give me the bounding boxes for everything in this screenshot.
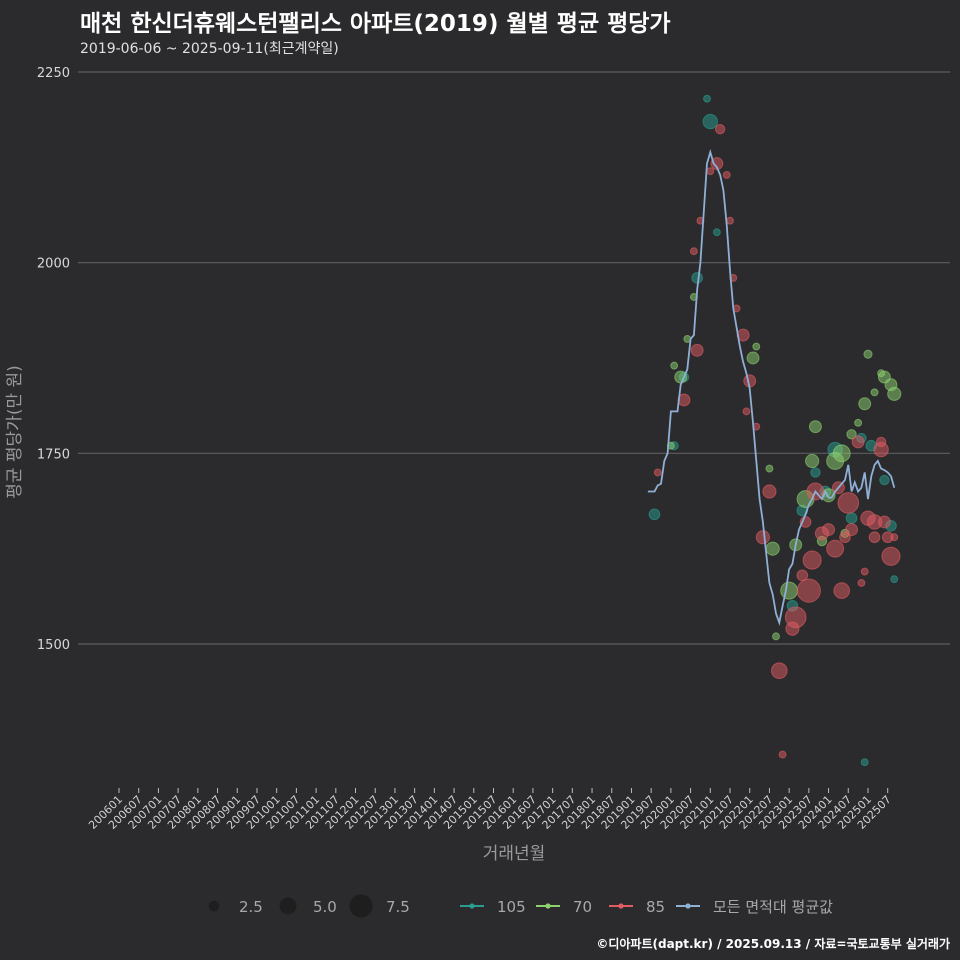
point-85 <box>890 533 899 542</box>
legend-series-dot <box>685 903 691 909</box>
point-85 <box>833 582 851 599</box>
point-105 <box>890 575 899 584</box>
legend-size-label: 2.5 <box>239 898 263 916</box>
data-points <box>648 94 902 767</box>
point-85 <box>762 484 777 499</box>
point-70 <box>746 351 760 365</box>
point-105 <box>648 508 661 521</box>
y-axis-labels: 1500 1750 2000 2250 <box>37 66 70 653</box>
point-85 <box>857 579 866 587</box>
legend-series-label: 85 <box>646 898 665 916</box>
x-axis-title: 거래년월 <box>483 844 546 864</box>
point-105 <box>860 758 869 767</box>
point-70 <box>863 349 873 359</box>
point-105 <box>703 94 711 103</box>
legend-size-key <box>279 897 297 915</box>
point-85 <box>742 407 751 416</box>
point-85 <box>755 530 770 545</box>
point-70 <box>670 361 679 370</box>
y-tick-label: 1750 <box>37 447 70 462</box>
point-70 <box>832 444 851 463</box>
point-85 <box>881 546 901 566</box>
point-105 <box>879 474 890 486</box>
point-70 <box>870 388 879 397</box>
point-105 <box>845 512 858 524</box>
legend-series-dot <box>469 903 475 909</box>
point-85 <box>860 567 869 576</box>
y-tick-label: 2000 <box>37 257 70 272</box>
point-85 <box>770 662 788 680</box>
point-85 <box>722 171 731 179</box>
point-70 <box>752 342 761 351</box>
average-line-layer <box>647 148 896 626</box>
point-85 <box>826 539 845 558</box>
point-85 <box>845 523 859 537</box>
point-105 <box>702 113 718 130</box>
legend-size-key <box>208 900 220 912</box>
y-tick-label: 2250 <box>37 66 70 81</box>
point-85 <box>726 216 734 225</box>
point-85 <box>778 750 787 759</box>
point-70 <box>846 429 857 440</box>
point-85 <box>802 550 822 570</box>
y-axis-title: 평균 평당가(만 원) <box>5 365 25 499</box>
point-105 <box>691 272 703 284</box>
point-70 <box>808 420 822 434</box>
point-70 <box>765 464 774 473</box>
point-85 <box>851 435 865 449</box>
chart-title: 매천 한신더휴웨스턴팰리스 아파트(2019) 월별 평균 평당가 <box>80 11 671 37</box>
point-85 <box>868 531 881 544</box>
point-85 <box>796 578 821 603</box>
point-70 <box>805 453 820 469</box>
legend: 2.5 5.0 7.5 105 70 85 모든 면적대 평균값 <box>208 894 833 918</box>
point-70 <box>858 397 872 411</box>
legend-size-key <box>349 894 373 918</box>
point-85 <box>689 247 698 256</box>
legend-series-dot <box>545 903 551 909</box>
legend-size-label: 5.0 <box>313 898 337 916</box>
point-70 <box>887 386 902 401</box>
legend-series-label: 105 <box>497 898 526 916</box>
chart-subtitle: 2019-06-06 ~ 2025-09-11(최근계약일) <box>80 41 339 57</box>
legend-size-label: 7.5 <box>386 898 410 916</box>
grid-layer <box>78 71 950 645</box>
point-85 <box>653 468 662 477</box>
legend-series-label: 모든 면적대 평균값 <box>713 898 833 916</box>
point-70 <box>765 541 780 556</box>
legend-series-label: 70 <box>573 898 592 916</box>
point-85 <box>784 606 807 629</box>
source-caption: ©디아파트(dapt.kr) / 2025.09.13 / 자료=국토교통부 실… <box>596 937 950 951</box>
point-70 <box>854 418 863 427</box>
y-tick-label: 1500 <box>37 638 70 653</box>
point-85 <box>837 492 860 514</box>
point-105 <box>810 467 821 478</box>
legend-series-dot <box>618 903 624 909</box>
point-85 <box>877 515 891 529</box>
point-85 <box>822 523 836 537</box>
x-axis-ticks: 2006012006072007012007072008012008072009… <box>86 788 894 832</box>
point-85 <box>875 436 887 448</box>
point-85 <box>690 343 704 357</box>
point-70 <box>780 581 799 600</box>
point-70 <box>772 632 780 641</box>
point-105 <box>712 228 721 237</box>
point-85 <box>714 124 726 135</box>
point-85 <box>706 167 715 176</box>
average-line <box>647 148 896 626</box>
